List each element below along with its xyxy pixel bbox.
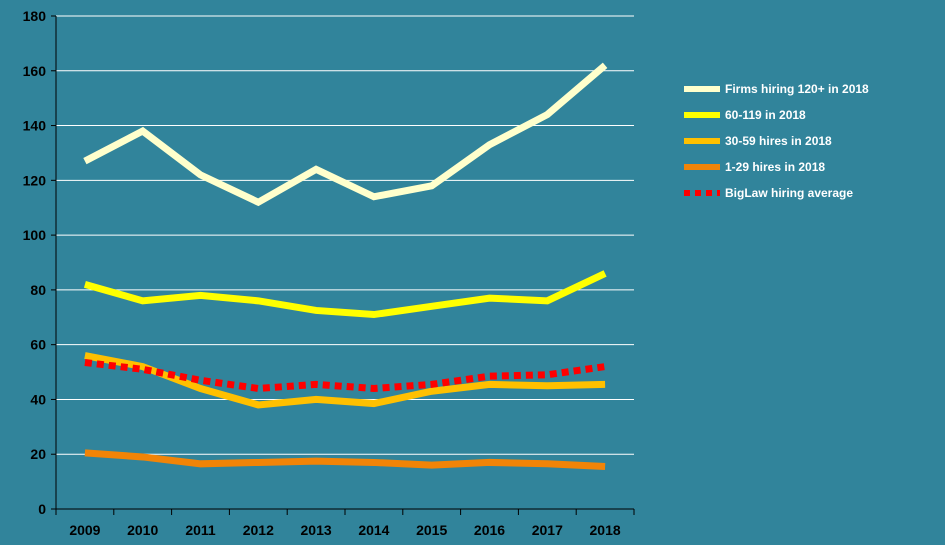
x-tick-label: 2011 [185,522,216,538]
legend-label-1: 60-119 in 2018 [725,108,806,122]
x-tick-label: 2012 [243,522,274,538]
legend-label-4: BigLaw hiring average [725,186,853,200]
y-tick-label: 180 [23,8,47,24]
legend-label-0: Firms hiring 120+ in 2018 [725,82,869,96]
x-tick-label: 2018 [590,522,621,538]
y-tick-label: 80 [30,282,46,298]
y-tick-label: 100 [23,227,47,243]
series-line-1 [83,270,607,319]
series-line-2 [84,352,606,409]
axes: 0 20 40 60 80 100 120 140 160 180 2009 2010 2011 2012… [23,8,635,538]
series-line-3 [84,449,606,471]
series-line-4 [84,358,606,393]
y-tick-label: 20 [30,446,46,462]
legend-label-2: 30-59 hires in 2018 [725,134,832,148]
series-lines [83,62,608,471]
y-tick-label: 40 [30,391,46,407]
x-tick-label: 2010 [127,522,158,538]
y-tick-label: 60 [30,337,46,353]
legend-label-3: 1-29 hires in 2018 [725,160,825,174]
x-tick-label: 2009 [69,522,100,538]
y-tick-label: 120 [23,172,47,188]
y-tick-label: 0 [38,501,46,517]
y-tick-label: 140 [23,118,47,134]
y-tick-label: 160 [23,63,47,79]
x-tick-label: 2017 [532,522,563,538]
series-line-0 [83,62,608,207]
legend: Firms hiring 120+ in 2018 60-119 in 2018 3… [684,82,869,200]
x-tick-label: 2014 [358,522,389,538]
x-tick-label: 2015 [416,522,447,538]
x-tick-label: 2016 [474,522,505,538]
x-tick-label: 2013 [301,522,332,538]
